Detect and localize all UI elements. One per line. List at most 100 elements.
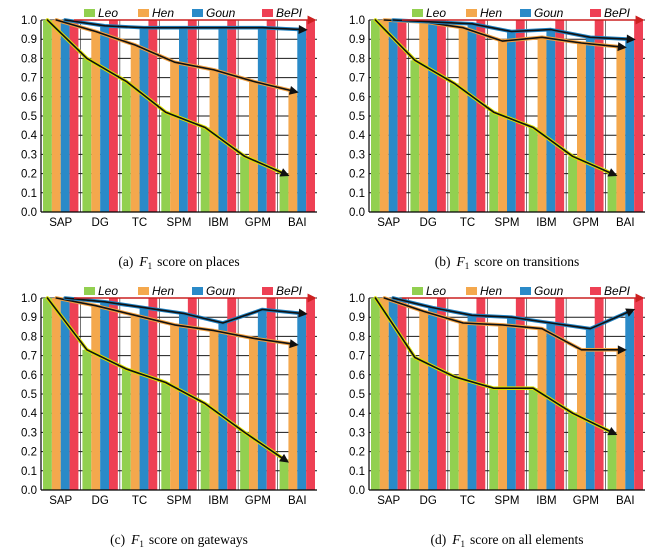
bar-goun (507, 317, 516, 490)
bar-goun (388, 20, 398, 212)
y-tick-label: 0.9 (21, 312, 37, 324)
x-tick-label: SAP (49, 217, 72, 229)
leo-arrowhead (607, 427, 618, 436)
bar-leo (410, 357, 420, 490)
chart-caption: (d) F1 score on all elements (430, 532, 583, 549)
bar-bepi (227, 298, 237, 490)
bar-hen (537, 37, 547, 212)
hen-trend-line (55, 19, 294, 92)
legend-label: Hen (152, 6, 174, 20)
y-tick-label: 0.7 (21, 351, 37, 363)
legend-item-goun: Goun (520, 6, 564, 20)
y-tick-label: 1.0 (21, 293, 37, 305)
legend-item-bepi: BePI (262, 284, 303, 298)
legend-swatch (192, 9, 203, 17)
goun-trend-line (64, 19, 303, 31)
bar-bepi (187, 298, 197, 490)
y-tick-label: 0.8 (349, 331, 365, 343)
bar-bepi (397, 298, 407, 490)
legend-label: Hen (480, 284, 502, 298)
legend-item-hen: Hen (466, 284, 502, 298)
y-tick-label: 0.1 (349, 188, 365, 200)
y-tick-label: 1.0 (349, 293, 365, 305)
bar-hen (170, 62, 179, 212)
bar-bepi (266, 298, 276, 490)
y-tick-label: 0.3 (21, 149, 37, 161)
goun-trend-line (64, 297, 303, 324)
bar-leo (371, 20, 380, 212)
caption-prefix: (c) (110, 532, 125, 547)
x-tick-label: GPM (573, 217, 599, 229)
chart-caption: (b) F1 score on transitions (435, 254, 579, 271)
bar-goun (546, 29, 556, 212)
y-tick-label: 0.3 (349, 427, 365, 439)
legend-label: Leo (98, 6, 118, 20)
legend-item-leo: Leo (84, 6, 118, 20)
bar-hen (170, 324, 179, 490)
legend-label: BePI (604, 6, 631, 20)
bar-hen (379, 298, 389, 490)
caption-var: F (130, 532, 140, 547)
chart-panel: 0.0 0.1 0.2 0.3 0.4 0.5 0.6 0.7 0.8 0.9 1.0 SAP DG TC… (349, 284, 645, 549)
leo-arrowhead (279, 168, 290, 177)
bepi-arrowhead (307, 293, 317, 303)
bar-leo (528, 388, 538, 490)
bar-leo (121, 81, 131, 212)
y-tick-label: 0.4 (21, 130, 38, 142)
x-tick-label: TC (460, 217, 475, 229)
leo-arrowhead (607, 168, 618, 177)
legend-label: Goun (206, 6, 236, 20)
bar-goun (139, 27, 149, 213)
bar-bepi (109, 20, 118, 212)
leo-trend-line (374, 297, 613, 434)
y-tick-label: 0.1 (349, 466, 365, 478)
bar-goun (60, 20, 70, 212)
legend-label: Leo (98, 284, 118, 298)
x-tick-label: DG (420, 217, 437, 229)
bar-bepi (227, 20, 237, 212)
legend-swatch (590, 287, 601, 295)
chart-panel: 0.0 0.1 0.2 0.3 0.4 0.5 0.6 0.7 0.8 0.9 1.0 SAP DG TC… (21, 284, 317, 549)
x-tick-label: TC (460, 495, 475, 507)
goun-arrowhead (625, 308, 636, 317)
x-tick-label: GPM (245, 217, 271, 229)
x-tick-label: DG (420, 495, 437, 507)
bar-leo (279, 173, 289, 212)
caption-prefix: (d) (430, 532, 446, 547)
y-tick-label: 0.7 (349, 351, 365, 363)
bar-bepi (306, 298, 315, 490)
bar-goun (257, 27, 267, 213)
bar-bepi (476, 298, 486, 490)
chart-panel: 0.0 0.1 0.2 0.3 0.4 0.5 0.6 0.7 0.8 0.9 1.0 SAP DG TC… (21, 6, 317, 271)
bar-hen (288, 344, 298, 490)
legend-item-bepi: BePI (262, 6, 303, 20)
x-tick-label: GPM (573, 495, 599, 507)
bar-goun (297, 29, 307, 212)
bar-bepi (397, 20, 407, 212)
legend-label: BePI (604, 284, 631, 298)
y-tick-label: 0.5 (21, 111, 37, 123)
bar-leo (200, 127, 210, 212)
bar-bepi (187, 20, 197, 212)
bar-hen (419, 311, 429, 490)
legend-label: Leo (426, 284, 446, 298)
bar-goun (218, 27, 228, 213)
bar-hen (616, 46, 626, 212)
y-tick-label: 0.9 (349, 34, 365, 46)
bar-leo (279, 459, 289, 490)
goun-arrowhead (298, 308, 308, 318)
bar-bepi (437, 298, 446, 490)
caption-sub: 1 (465, 261, 470, 271)
y-tick-label: 0.0 (21, 485, 37, 497)
bar-goun (428, 307, 437, 490)
y-tick-label: 0.5 (349, 389, 365, 401)
legend-swatch (520, 287, 531, 295)
bar-bepi (148, 298, 158, 490)
y-tick-label: 0.2 (21, 169, 37, 181)
bar-leo (240, 432, 249, 490)
chart-caption: (a) F1 score on places (118, 254, 239, 271)
bar-hen (458, 27, 468, 213)
y-tick-label: 0.8 (21, 331, 37, 343)
x-tick-label: IBM (208, 495, 228, 507)
bar-hen (577, 349, 586, 490)
